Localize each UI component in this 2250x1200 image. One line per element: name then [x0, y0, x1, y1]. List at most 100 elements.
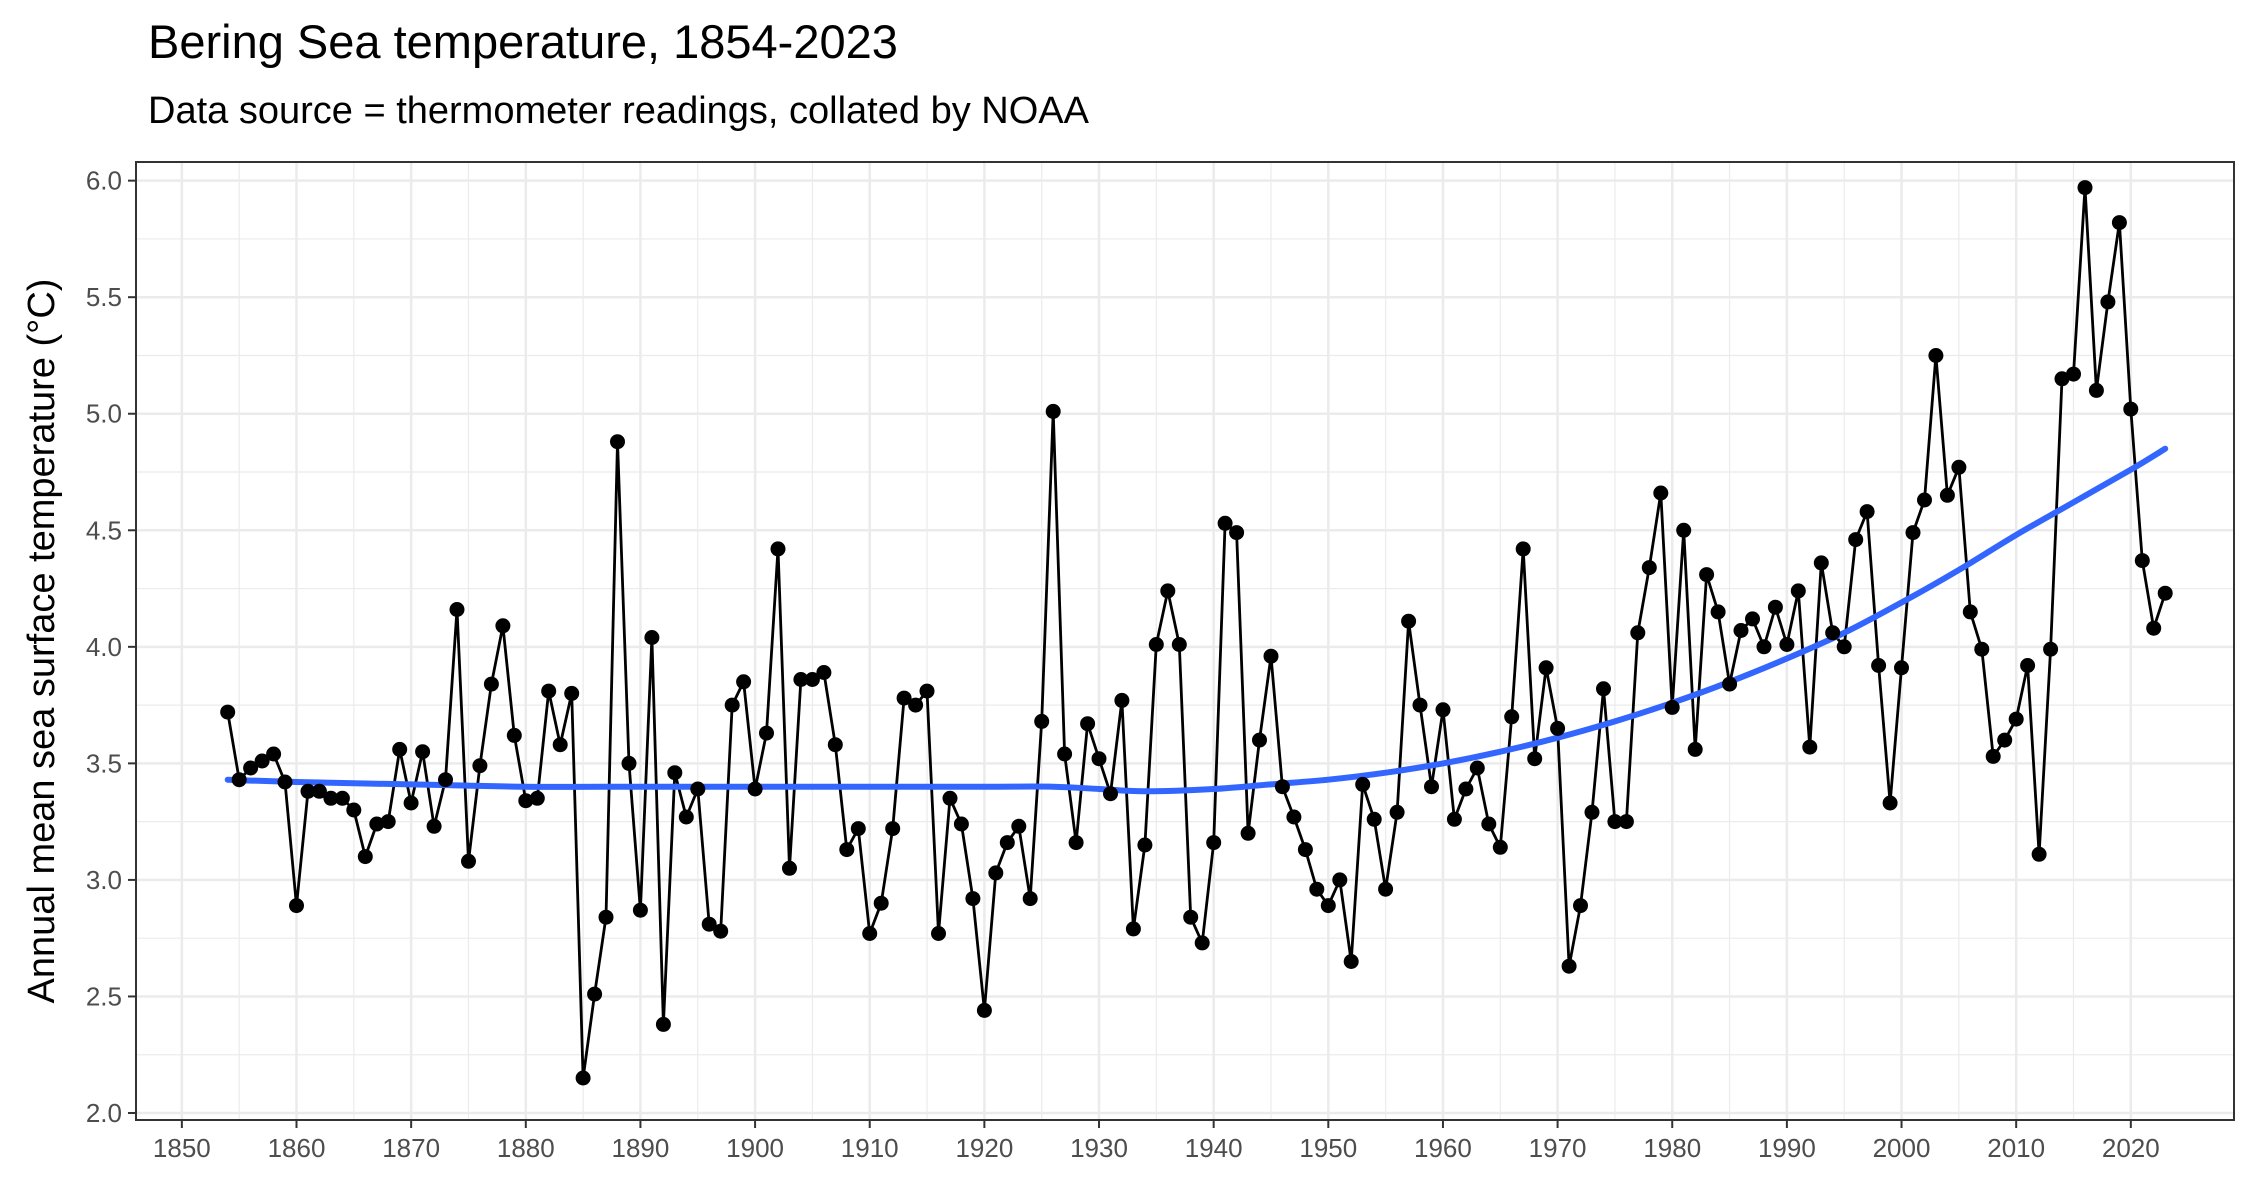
- data-point: [1114, 692, 1130, 708]
- data-point: [415, 744, 431, 760]
- y-tick-label: 5.0: [86, 399, 122, 429]
- x-tick-label: 1930: [1070, 1133, 1128, 1163]
- data-point: [552, 737, 568, 753]
- data-point: [1836, 639, 1852, 655]
- panel-border: [135, 161, 2235, 1121]
- data-point: [1928, 348, 1944, 363]
- data-point: [1343, 954, 1359, 969]
- data-point: [2054, 371, 2070, 387]
- data-point: [483, 676, 499, 692]
- x-tick-label: 2020: [2102, 1133, 2160, 1163]
- data-point: [862, 926, 878, 941]
- data-point: [804, 672, 820, 687]
- data-point: [587, 986, 603, 1002]
- data-point: [1481, 816, 1497, 832]
- data-point: [1550, 720, 1566, 736]
- data-point: [1297, 842, 1313, 858]
- data-point: [1309, 881, 1325, 897]
- axis-ticks: 1850 1860 1870 1880 1890 1900 1910 1920 1930 1940…: [86, 166, 2160, 1163]
- data-point: [1607, 814, 1623, 830]
- data-point: [1080, 716, 1096, 732]
- data-point: [701, 916, 717, 932]
- data-point: [1596, 681, 1611, 697]
- x-tick-label: 2010: [1987, 1133, 2045, 1163]
- data-point: [2031, 846, 2047, 862]
- data-point: [598, 909, 614, 925]
- data-point: [1584, 804, 1600, 820]
- data-point: [449, 602, 465, 617]
- data-point: [2134, 553, 2150, 569]
- data-point: [346, 802, 362, 818]
- data-point: [988, 865, 1004, 881]
- data-point: [1389, 804, 1405, 820]
- data-point: [2066, 366, 2081, 382]
- data-point: [747, 781, 763, 797]
- data-point: [953, 816, 969, 832]
- data-point: [1171, 637, 1187, 652]
- data-point: [1664, 699, 1680, 715]
- x-tick-label: 1950: [1299, 1133, 1357, 1163]
- data-point: [1217, 515, 1233, 531]
- data-point: [1240, 825, 1256, 841]
- x-tick-label: 1870: [382, 1133, 440, 1163]
- data-point: [1206, 835, 1222, 851]
- data-point: [1355, 776, 1371, 792]
- data-point: [1492, 839, 1508, 855]
- data-point: [2020, 658, 2036, 673]
- data-point: [690, 781, 706, 797]
- data-point: [1022, 891, 1038, 907]
- data-point: [919, 683, 935, 699]
- data-point: [782, 860, 797, 876]
- data-point: [1722, 676, 1738, 692]
- data-point: [816, 665, 832, 680]
- x-tick-label: 1850: [153, 1133, 211, 1163]
- data-point: [1676, 522, 1692, 538]
- x-tick-label: 2000: [1873, 1133, 1931, 1163]
- data-point: [1962, 604, 1978, 620]
- trend-series: [224, 445, 2169, 795]
- data-point: [839, 842, 855, 858]
- x-tick-label: 1910: [841, 1133, 899, 1163]
- x-tick-label: 1920: [955, 1133, 1013, 1163]
- y-tick-label: 2.0: [86, 1098, 122, 1128]
- x-tick-label: 1890: [612, 1133, 670, 1163]
- data-point: [1320, 898, 1336, 914]
- data-point: [1057, 746, 1073, 762]
- data-point: [311, 783, 327, 799]
- data-point: [2146, 620, 2162, 636]
- data-point: [2088, 382, 2104, 398]
- data-point: [724, 697, 740, 713]
- data-point: [220, 704, 236, 720]
- data-point: [1951, 459, 1967, 475]
- data-point: [518, 793, 534, 809]
- data-point: [461, 853, 476, 869]
- data-point: [1366, 811, 1382, 827]
- data-point: [1034, 713, 1050, 729]
- data-point: [1045, 403, 1061, 419]
- data-point: [1756, 639, 1772, 655]
- chart-title: Bering Sea temperature, 1854-2023: [148, 15, 898, 68]
- data-point: [667, 765, 683, 781]
- data-point: [1424, 779, 1439, 795]
- data-point: [1699, 567, 1715, 583]
- data-point: [1687, 741, 1703, 757]
- data-point: [999, 835, 1015, 851]
- data-point: [1504, 709, 1520, 725]
- data-point: [472, 758, 488, 774]
- trend-line: [224, 445, 2169, 795]
- data-point: [1252, 732, 1267, 748]
- data-point: [1641, 560, 1657, 576]
- data-point: [1401, 613, 1417, 629]
- data-point: [1790, 583, 1806, 599]
- y-tick-label: 6.0: [86, 166, 122, 196]
- data-point: [1263, 648, 1279, 664]
- data-point: [2043, 641, 2059, 657]
- data-point: [610, 434, 625, 450]
- y-axis-title: Annual mean sea surface temperature (°C): [21, 279, 63, 1004]
- data-point: [495, 618, 511, 634]
- data-point: [289, 898, 304, 914]
- data-point: [1630, 625, 1646, 641]
- data-point: [1378, 881, 1394, 897]
- data-point: [885, 821, 901, 837]
